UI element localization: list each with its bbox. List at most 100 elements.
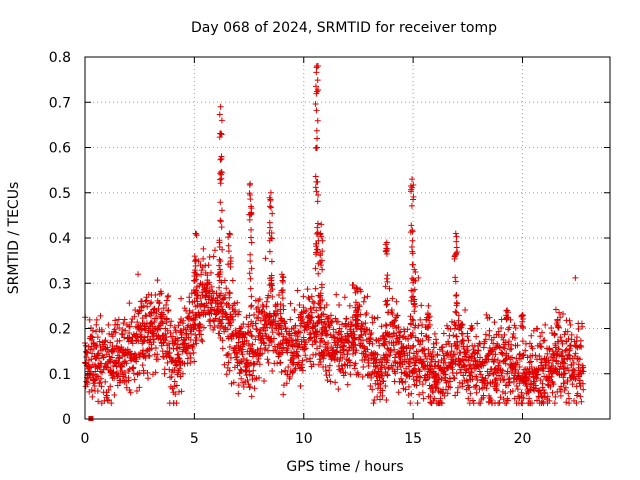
data-point	[313, 88, 320, 95]
data-point	[95, 355, 102, 362]
data-point	[394, 312, 401, 319]
data-point	[109, 333, 116, 340]
data-point	[353, 312, 360, 319]
data-point	[158, 290, 165, 297]
data-point	[376, 342, 383, 349]
data-point	[554, 316, 561, 323]
data-point	[383, 239, 390, 246]
data-point	[409, 237, 416, 244]
data-point	[389, 311, 396, 318]
data-point	[453, 292, 460, 299]
data-point	[243, 314, 250, 321]
data-point	[369, 319, 376, 326]
data-point	[430, 354, 437, 361]
data-point	[433, 339, 440, 346]
data-point	[227, 260, 234, 267]
data-point	[408, 222, 415, 229]
data-point	[260, 339, 267, 346]
data-point	[377, 366, 384, 373]
data-point	[164, 293, 171, 300]
data-point	[235, 339, 242, 346]
data-point	[318, 262, 325, 269]
data-point	[216, 130, 223, 137]
data-point	[314, 220, 321, 227]
data-point	[384, 272, 391, 279]
data-point	[140, 302, 147, 309]
data-point	[198, 267, 205, 274]
data-point	[178, 388, 185, 395]
data-point	[352, 304, 359, 311]
data-point	[397, 353, 404, 360]
data-point	[122, 327, 129, 334]
data-point	[465, 395, 472, 402]
data-point	[317, 252, 324, 259]
data-point	[454, 300, 461, 307]
data-point	[135, 271, 142, 278]
data-point	[319, 237, 326, 244]
data-point	[453, 370, 460, 377]
data-point	[111, 392, 118, 399]
data-point	[129, 340, 136, 347]
data-point	[318, 221, 325, 228]
data-point	[426, 366, 433, 373]
data-point	[404, 326, 411, 333]
data-point	[266, 219, 273, 226]
data-point	[247, 285, 254, 292]
data-point	[348, 321, 355, 328]
data-point	[110, 348, 117, 355]
data-point	[486, 327, 493, 334]
data-point	[411, 286, 418, 293]
data-point	[192, 289, 199, 296]
data-point	[240, 383, 247, 390]
data-point	[192, 230, 199, 237]
data-point	[459, 380, 466, 387]
data-point	[157, 325, 164, 332]
data-point	[571, 367, 578, 374]
data-point	[429, 387, 436, 394]
data-point	[185, 342, 192, 349]
data-point	[441, 392, 448, 399]
data-point	[250, 367, 257, 374]
data-point	[498, 325, 505, 332]
data-point	[353, 284, 360, 291]
data-point	[326, 372, 333, 379]
data-point	[266, 312, 273, 319]
data-point	[402, 378, 409, 385]
data-point	[384, 372, 391, 379]
data-point	[408, 332, 415, 339]
data-point	[546, 346, 553, 353]
data-point	[559, 349, 566, 356]
data-point	[216, 292, 223, 299]
data-point	[324, 315, 331, 322]
data-point	[416, 368, 423, 375]
data-point	[408, 321, 415, 328]
data-point	[551, 400, 558, 407]
data-point	[299, 315, 306, 322]
data-point	[223, 285, 230, 292]
data-point	[226, 344, 233, 351]
data-point	[88, 387, 95, 394]
data-point	[352, 349, 359, 356]
data-point	[296, 301, 303, 308]
data-point	[310, 361, 317, 368]
data-point	[499, 373, 506, 380]
data-point	[115, 316, 122, 323]
data-point	[358, 331, 365, 338]
data-point	[532, 352, 539, 359]
data-point	[473, 382, 480, 389]
data-point	[461, 363, 468, 370]
data-point	[514, 342, 521, 349]
data-point	[279, 289, 286, 296]
data-point	[269, 293, 276, 300]
data-point	[462, 306, 469, 313]
data-point	[333, 291, 340, 298]
data-point	[568, 331, 575, 338]
data-point	[280, 344, 287, 351]
data-point	[244, 377, 251, 384]
y-tick-label: 0.1	[49, 367, 71, 383]
data-point	[350, 282, 357, 289]
data-point	[385, 309, 392, 316]
data-point	[414, 400, 421, 407]
data-point	[94, 342, 101, 349]
data-point	[356, 301, 363, 308]
